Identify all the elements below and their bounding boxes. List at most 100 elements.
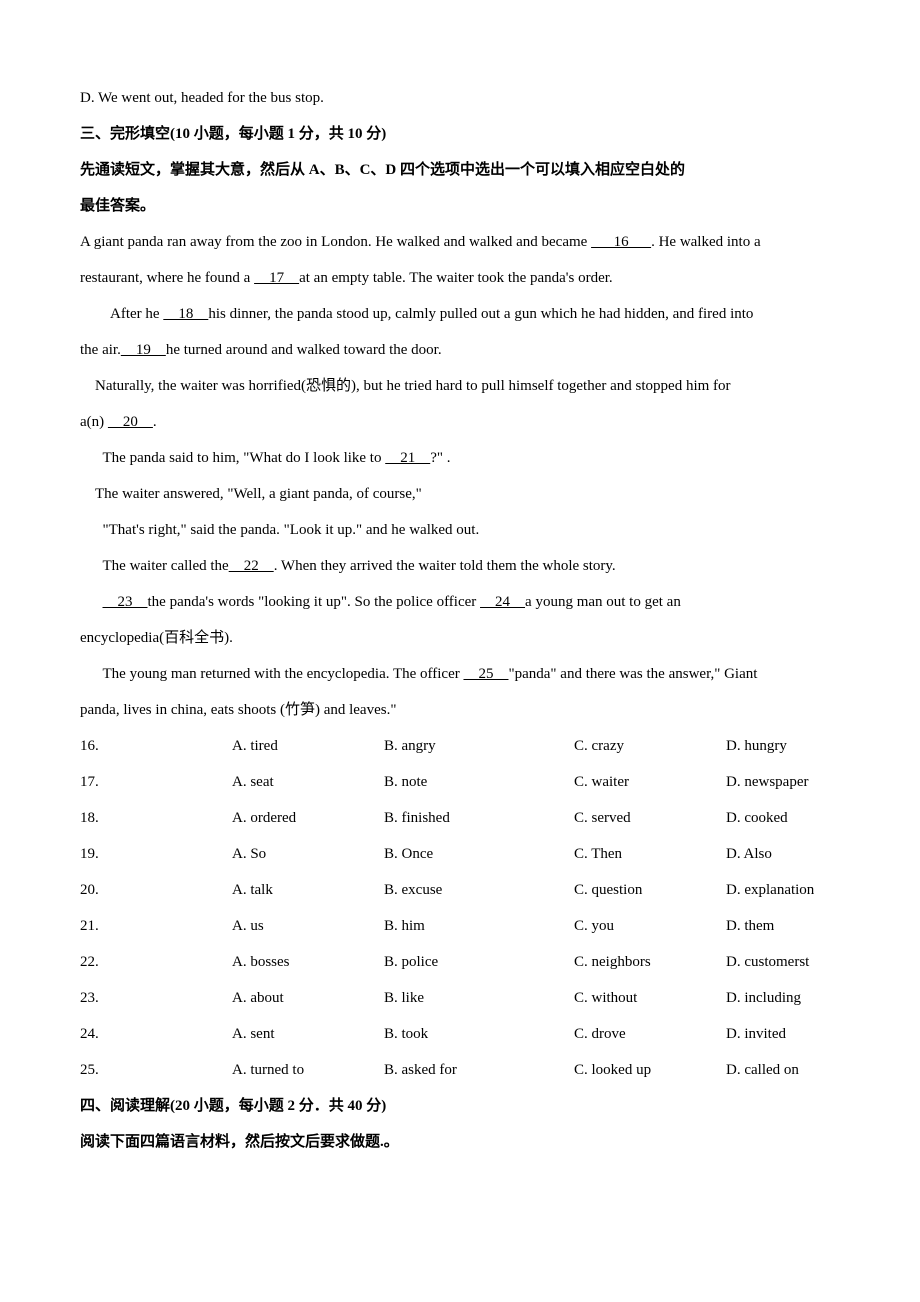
option-c: C. without <box>574 980 726 1016</box>
option-a: A. sent <box>232 1016 384 1052</box>
question-row: 24. A. sent B. took C. drove D. invited <box>80 1016 840 1052</box>
option-c: C. drove <box>574 1016 726 1052</box>
blank-25: 25 <box>463 666 508 682</box>
question-row: 22. A. bosses B. police C. neighbors D. … <box>80 944 840 980</box>
text: a(n) <box>80 414 108 430</box>
option-a: A. talk <box>232 872 384 908</box>
text: at an empty table. The waiter took the p… <box>299 270 613 286</box>
option-a: A. us <box>232 908 384 944</box>
option-c: C. waiter <box>574 764 726 800</box>
question-row: 23. A. about B. like C. without D. inclu… <box>80 980 840 1016</box>
text: the air. <box>80 342 121 358</box>
option-a: A. tired <box>232 728 384 764</box>
passage-line-3: After he 18 his dinner, the panda stood … <box>80 296 840 332</box>
text: Naturally, the waiter was horrified(恐惧的)… <box>95 378 731 394</box>
option-a: A. ordered <box>232 800 384 836</box>
passage-line-14: panda, lives in china, eats shoots (竹笋) … <box>80 692 840 728</box>
option-b: B. Once <box>384 836 574 872</box>
text: The waiter called the <box>103 558 229 574</box>
passage-line-5: Naturally, the waiter was horrified(恐惧的)… <box>80 368 840 404</box>
question-number: 21. <box>80 908 232 944</box>
question-number: 24. <box>80 1016 232 1052</box>
passage-line-4: the air. 19 he turned around and walked … <box>80 332 840 368</box>
option-b: B. asked for <box>384 1052 574 1088</box>
text: a young man out to get an <box>525 594 681 610</box>
section4-title: 四、阅读理解(20 小题，每小题 2 分．共 40 分) <box>80 1088 840 1124</box>
option-b: B. angry <box>384 728 574 764</box>
question-row: 21. A. us B. him C. you D. them <box>80 908 840 944</box>
option-b: B. note <box>384 764 574 800</box>
option-c: C. Then <box>574 836 726 872</box>
option-d: D. called on <box>726 1052 840 1088</box>
option-c: C. served <box>574 800 726 836</box>
option-d: D. newspaper <box>726 764 840 800</box>
section3-instruction-line2: 最佳答案。 <box>80 188 840 224</box>
passage-line-11: 23 the panda's words "looking it up". So… <box>80 584 840 620</box>
option-c: C. crazy <box>574 728 726 764</box>
blank-21: 21 <box>385 450 430 466</box>
option-b: B. excuse <box>384 872 574 908</box>
blank-23: 23 <box>103 594 148 610</box>
question-number: 17. <box>80 764 232 800</box>
text: his dinner, the panda stood up, calmly p… <box>208 306 753 322</box>
passage-line-1: A giant panda ran away from the zoo in L… <box>80 224 840 260</box>
blank-22: 22 <box>229 558 274 574</box>
question-number: 16. <box>80 728 232 764</box>
option-a: A. bosses <box>232 944 384 980</box>
question-number: 18. <box>80 800 232 836</box>
passage-line-13: The young man returned with the encyclop… <box>80 656 840 692</box>
blank-18: 18 <box>163 306 208 322</box>
option-b: B. him <box>384 908 574 944</box>
question-number: 25. <box>80 1052 232 1088</box>
section3-instruction-line1: 先通读短文，掌握其大意，然后从 A、B、C、D 四个选项中选出一个可以填入相应空… <box>80 152 840 188</box>
text: After he <box>110 306 163 322</box>
passage-line-9: "That's right," said the panda. "Look it… <box>80 512 840 548</box>
text: . When they arrived the waiter told them… <box>274 558 616 574</box>
passage-line-2: restaurant, where he found a 17 at an em… <box>80 260 840 296</box>
passage-line-10: The waiter called the 22 . When they arr… <box>80 548 840 584</box>
text: ?" . <box>430 450 450 466</box>
option-a: A. seat <box>232 764 384 800</box>
question-number: 19. <box>80 836 232 872</box>
blank-19: 19 <box>121 342 166 358</box>
option-a: A. turned to <box>232 1052 384 1088</box>
section3-title: 三、完形填空(10 小题，每小题 1 分，共 10 分) <box>80 116 840 152</box>
option-d: D. them <box>726 908 840 944</box>
option-d: D. customerst <box>726 944 840 980</box>
option-c: C. you <box>574 908 726 944</box>
option-d: D. cooked <box>726 800 840 836</box>
text: he turned around and walked toward the d… <box>166 342 442 358</box>
passage-line-6: a(n) 20 . <box>80 404 840 440</box>
question-row: 18. A. ordered B. finished C. served D. … <box>80 800 840 836</box>
option-d: D. invited <box>726 1016 840 1052</box>
passage-line-8: The waiter answered, "Well, a giant pand… <box>80 476 840 512</box>
option-b: B. like <box>384 980 574 1016</box>
option-a: A. about <box>232 980 384 1016</box>
question-row: 20. A. talk B. excuse C. question D. exp… <box>80 872 840 908</box>
passage-line-12: encyclopedia(百科全书). <box>80 620 840 656</box>
option-a: A. So <box>232 836 384 872</box>
text: The panda said to him, "What do I look l… <box>103 450 386 466</box>
question-row: 16. A. tired B. angry C. crazy D. hungry <box>80 728 840 764</box>
question-number: 22. <box>80 944 232 980</box>
blank-16: 16 <box>591 234 651 250</box>
option-c: C. looked up <box>574 1052 726 1088</box>
answer-options-table: 16. A. tired B. angry C. crazy D. hungry… <box>80 728 840 1088</box>
blank-24: 24 <box>480 594 525 610</box>
option-d: D. hungry <box>726 728 840 764</box>
option-b: B. police <box>384 944 574 980</box>
option-d: D. including <box>726 980 840 1016</box>
text: restaurant, where he found a <box>80 270 254 286</box>
passage-line-7: The panda said to him, "What do I look l… <box>80 440 840 476</box>
option-c: C. neighbors <box>574 944 726 980</box>
question-row: 17. A. seat B. note C. waiter D. newspap… <box>80 764 840 800</box>
text: the panda's words "looking it up". So th… <box>148 594 481 610</box>
question-row: 25. A. turned to B. asked for C. looked … <box>80 1052 840 1088</box>
option-b: B. finished <box>384 800 574 836</box>
question-number: 20. <box>80 872 232 908</box>
text: "panda" and there was the answer," Giant <box>508 666 757 682</box>
section4-instruction: 阅读下面四篇语言材料，然后按文后要求做题.。 <box>80 1124 840 1160</box>
text: . He walked into a <box>651 234 761 250</box>
prev-option-d: D. We went out, headed for the bus stop. <box>80 80 840 116</box>
text: A giant panda ran away from the zoo in L… <box>80 234 591 250</box>
